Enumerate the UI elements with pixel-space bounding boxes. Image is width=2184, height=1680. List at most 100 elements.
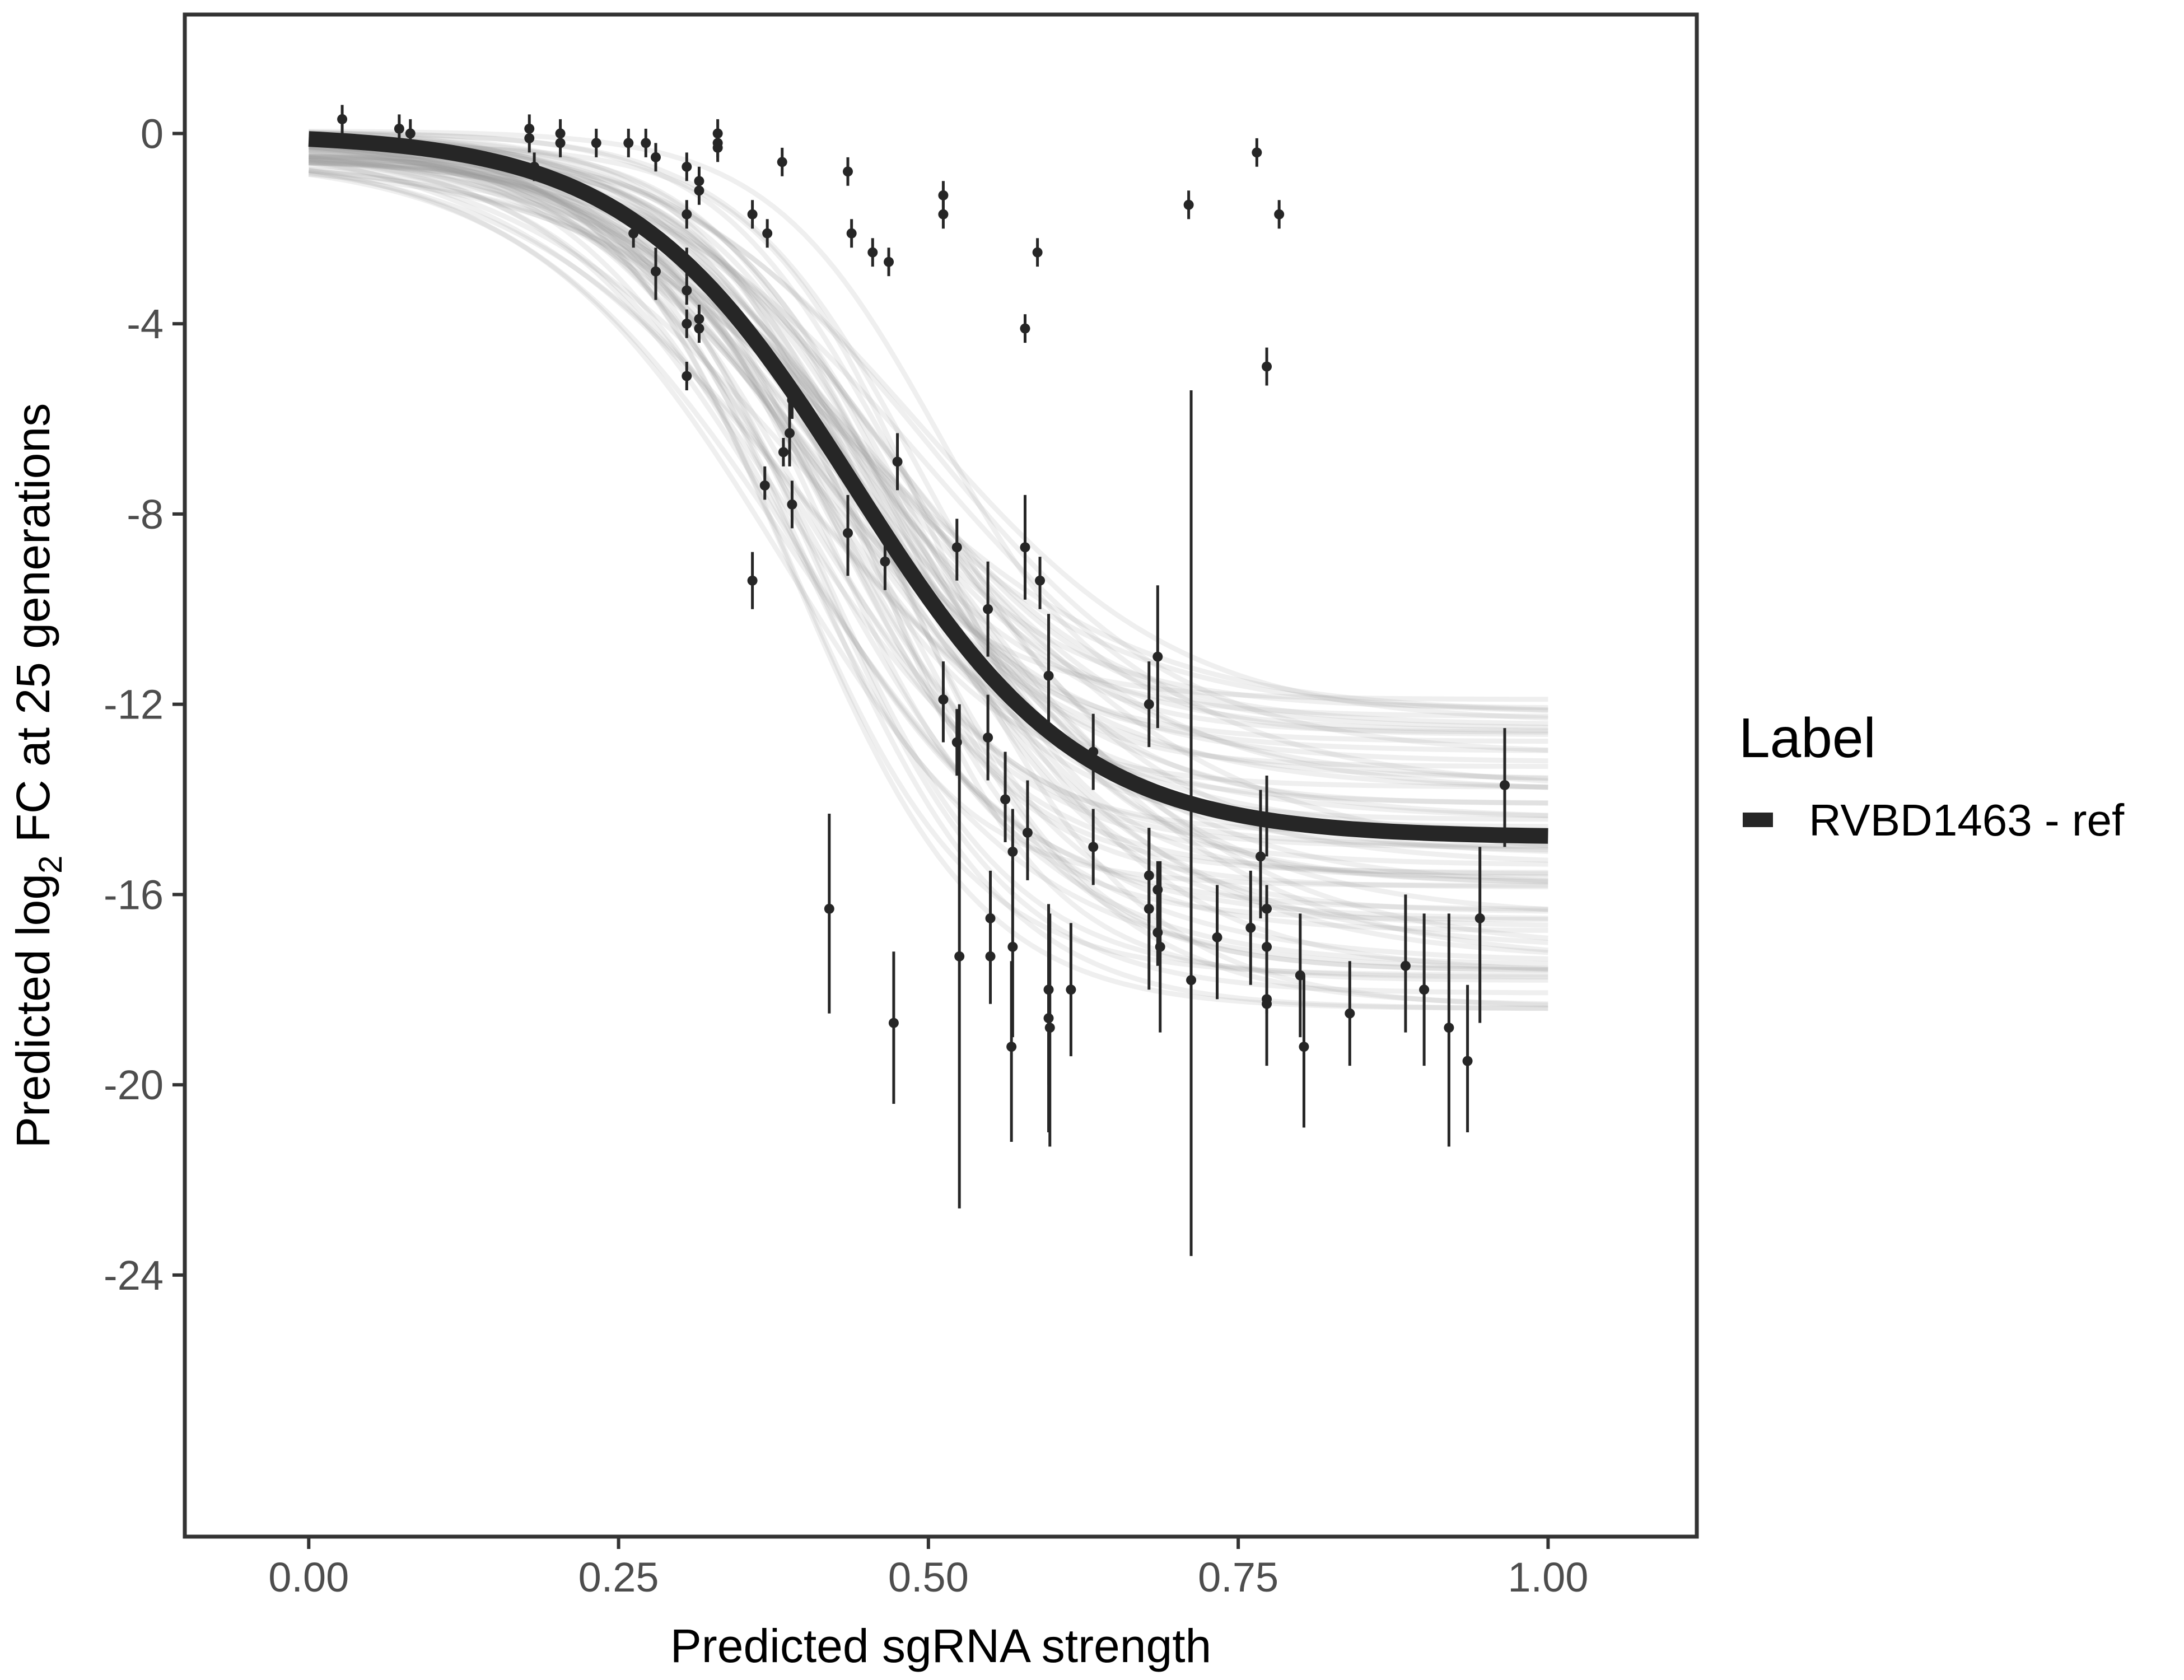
band-curve [308, 148, 1548, 863]
band-curve [309, 160, 1548, 719]
data-point [682, 248, 692, 277]
y-axis-title-part-2: FC at 25 generations [7, 403, 59, 856]
point-marker [843, 166, 853, 177]
point-marker [694, 185, 704, 196]
point-marker [682, 285, 692, 296]
x-tick-label: 0.00 [268, 1554, 349, 1600]
x-axis: 0.00 0.25 0.50 0.75 1.00 [268, 1537, 1588, 1600]
point-marker [843, 528, 853, 538]
point-marker [1444, 1023, 1454, 1033]
band-curve [308, 143, 1548, 912]
point-marker [983, 604, 993, 614]
data-point [1035, 557, 1046, 609]
band-curve [309, 138, 1548, 1011]
data-point [759, 466, 770, 500]
band-curve [308, 171, 1548, 971]
data-point [777, 147, 787, 176]
point-marker [1245, 922, 1256, 933]
data-point [1144, 828, 1154, 990]
point-marker [394, 123, 404, 134]
data-point [682, 276, 692, 305]
point-marker [867, 247, 878, 258]
point-marker [938, 209, 949, 220]
legend-entry-label: RVBD1463 - ref [1809, 795, 2125, 845]
data-points-layer [337, 105, 1510, 1256]
band-curve [308, 141, 1548, 967]
point-marker [1007, 846, 1018, 857]
point-marker [694, 323, 704, 334]
y-axis-title-subscript: 2 [32, 856, 69, 874]
point-marker [1183, 199, 1194, 210]
band-curve [308, 147, 1548, 941]
data-point [1262, 994, 1272, 1014]
x-tick-label: 1.00 [1508, 1554, 1588, 1600]
data-point [1066, 923, 1076, 1057]
point-marker [846, 228, 857, 239]
y-axis: 0 -4 -8 -12 -16 -20 -24 [104, 110, 185, 1299]
data-point [694, 176, 704, 205]
point-marker [682, 161, 692, 172]
point-marker [1044, 1023, 1055, 1033]
data-point [867, 238, 878, 267]
point-marker [712, 142, 723, 153]
point-marker [1345, 1008, 1355, 1019]
band-curve [309, 143, 1548, 880]
point-marker [1066, 984, 1076, 995]
data-point [787, 480, 797, 529]
data-point [524, 124, 535, 153]
y-tick-label: -20 [104, 1062, 164, 1108]
point-marker [1144, 903, 1154, 914]
legend-title: Label [1739, 707, 1876, 769]
data-point [1155, 861, 1165, 1033]
point-marker [650, 266, 661, 277]
band-curve [309, 147, 1548, 790]
y-axis-title: Predicted log2 FC at 25 generations [7, 403, 69, 1148]
x-tick-label: 0.75 [1198, 1554, 1278, 1600]
x-tick-label: 0.50 [888, 1554, 969, 1600]
band-curve [308, 146, 1548, 713]
data-point [1245, 870, 1256, 985]
point-marker [1186, 975, 1197, 986]
data-point [712, 133, 723, 162]
point-marker [682, 319, 692, 329]
point-marker [747, 209, 758, 220]
point-marker [892, 456, 903, 467]
band-curve [308, 170, 1548, 819]
point-marker [954, 951, 965, 962]
data-point [641, 128, 651, 157]
point-marker [682, 209, 692, 220]
band-curve [308, 168, 1548, 848]
point-marker [1462, 1056, 1473, 1066]
band-curve [309, 153, 1548, 781]
y-tick-label: -4 [127, 301, 164, 347]
point-marker [1262, 998, 1272, 1009]
point-marker [628, 228, 639, 239]
legend-key-swatch [1743, 813, 1773, 827]
fit-curve [308, 131, 1548, 844]
point-marker [884, 256, 894, 267]
data-point [843, 494, 853, 576]
data-point [650, 143, 661, 172]
point-marker [1299, 1042, 1309, 1052]
data-point [1020, 494, 1030, 600]
band-curve [309, 134, 1548, 983]
x-axis-title: Predicted sgRNA strength [670, 1620, 1212, 1672]
point-marker [405, 128, 416, 139]
point-marker [787, 394, 797, 405]
data-point [1144, 661, 1154, 748]
band-curve [309, 136, 1548, 885]
point-marker [555, 138, 566, 148]
point-marker [1043, 670, 1054, 681]
data-point [892, 433, 903, 491]
data-point [1255, 790, 1266, 918]
band-curve [308, 156, 1548, 867]
data-point [682, 309, 692, 338]
band-curve [309, 136, 1548, 876]
x-tick-label: 0.25 [578, 1554, 659, 1600]
point-marker [1499, 780, 1510, 790]
point-marker [880, 556, 890, 567]
band-curve [308, 168, 1548, 712]
data-point [682, 362, 692, 391]
data-point [591, 128, 601, 157]
band-curve [308, 140, 1548, 853]
